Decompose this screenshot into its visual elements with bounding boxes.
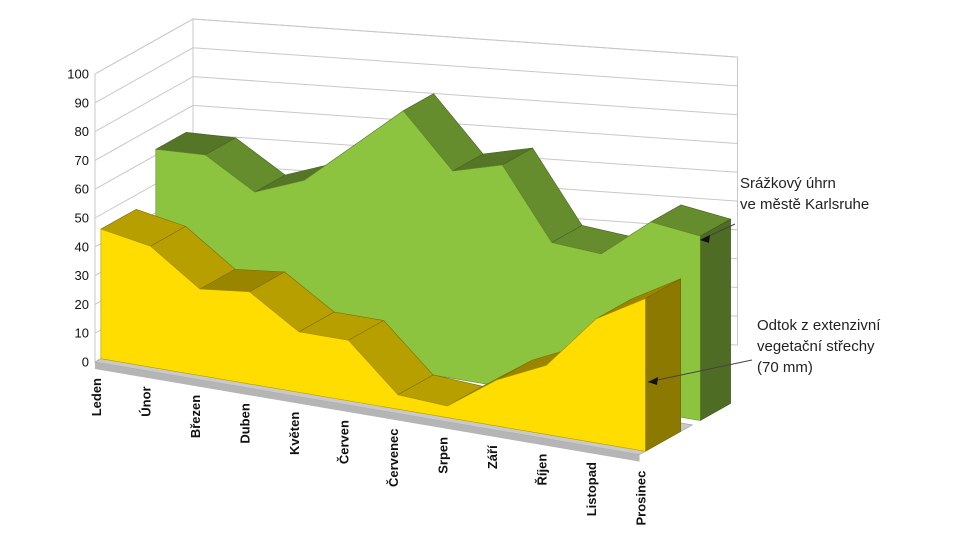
- x-tick-label: Květen: [287, 412, 302, 455]
- legend-leader-line: [647, 359, 753, 383]
- x-tick-label: Srpen: [436, 437, 451, 474]
- chart-axes: 0 10 20 30 40 50 60 70 80 90 100 Leden Únor Březen Dub…: [67, 67, 648, 526]
- legend-label: Srážkový úhrn: [740, 175, 836, 192]
- y-tick-label: 100: [67, 67, 89, 82]
- legend-arrow: [648, 377, 658, 385]
- legend-label: vegetační střechy: [757, 338, 875, 355]
- ribbon-end-face: [645, 278, 682, 452]
- legend-label: Odtok z extenzivní: [757, 317, 881, 334]
- gridline: [94, 104, 738, 161]
- gridline: [94, 76, 738, 133]
- ribbon-front-face: [100, 228, 646, 452]
- gridline: [94, 47, 738, 104]
- gridline: [94, 18, 738, 75]
- x-tick-label: Září: [485, 445, 500, 469]
- x-tick-label: Leden: [89, 378, 104, 416]
- x-tick-label: Únor: [139, 386, 154, 416]
- floor-edge: [95, 362, 640, 462]
- x-tick-label: Říjen: [535, 454, 550, 486]
- y-tick-label: 0: [82, 355, 89, 370]
- y-tick-label: 70: [75, 153, 89, 168]
- y-tick-label: 50: [75, 211, 89, 226]
- legend-label: ve městě Karlsruhe: [740, 196, 869, 213]
- legend-arrow: [700, 235, 710, 243]
- y-tick-label: 10: [75, 326, 89, 341]
- x-tick-label: Duben: [238, 403, 253, 444]
- x-tick-label: Prosinec: [634, 471, 649, 526]
- y-tick-label: 60: [75, 182, 89, 197]
- ribbon-end-face: [699, 218, 731, 422]
- y-tick-label: 80: [75, 124, 89, 139]
- x-tick-label: Listopad: [584, 462, 599, 516]
- x-tick-label: Březen: [188, 395, 203, 438]
- series-runoff: [100, 208, 682, 452]
- x-tick-label: Červenec: [386, 429, 401, 488]
- y-tick-label: 20: [75, 297, 89, 312]
- chart-legend: Srážkový úhrn ve městě Karlsruhe Odtok z e…: [647, 175, 881, 385]
- y-tick-label: 90: [75, 95, 89, 110]
- y-tick-label: 40: [75, 239, 89, 254]
- x-tick-label: Červen: [337, 420, 352, 464]
- legend-label: (70 mm): [757, 359, 813, 376]
- y-tick-label: 30: [75, 268, 89, 283]
